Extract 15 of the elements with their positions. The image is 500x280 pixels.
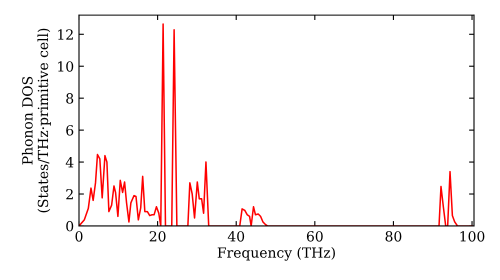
x-tick-label: 0 — [75, 231, 82, 242]
x-tick-label: 40 — [228, 231, 244, 242]
y-tick-label: 10 — [58, 61, 74, 72]
y-tick-label: 6 — [66, 125, 74, 136]
x-tick-label: 20 — [150, 231, 166, 242]
x-tick-label: 80 — [386, 231, 402, 242]
y-tick-label: 8 — [66, 93, 74, 104]
x-tick-label: 100 — [460, 231, 484, 242]
x-tick-label: 60 — [306, 231, 323, 242]
y-axis-title: Phonon DOS (States/THz·primitive cell) — [22, 28, 51, 212]
y-tick-label: 0 — [66, 220, 74, 232]
y-tick-label: 12 — [58, 29, 73, 40]
y-tick-label: 4 — [66, 157, 74, 168]
x-axis-title: Frequency (THz) — [218, 247, 335, 261]
y-tick-label: 2 — [66, 188, 73, 200]
